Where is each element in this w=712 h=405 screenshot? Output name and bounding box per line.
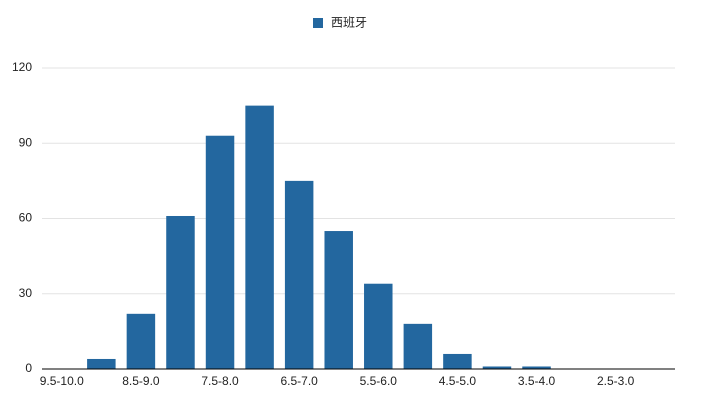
y-tick-label: 30: [19, 286, 33, 300]
x-tick-label: 4.5-5.0: [439, 374, 477, 388]
legend-swatch: [313, 18, 323, 28]
x-tick-label: 6.5-7.0: [280, 374, 318, 388]
legend-label: 西班牙: [331, 16, 367, 30]
x-tick-label: 5.5-6.0: [360, 374, 398, 388]
bar: [205, 135, 235, 369]
x-tick-label: 7.5-8.0: [201, 374, 239, 388]
bar: [87, 358, 116, 369]
bar: [284, 180, 314, 369]
bar: [245, 105, 274, 369]
bar: [443, 353, 472, 369]
bar: [166, 215, 195, 369]
bar: [364, 283, 393, 369]
x-tick-label: 2.5-3.0: [597, 374, 635, 388]
y-tick-label: 0: [25, 361, 32, 375]
y-tick-label: 60: [19, 211, 33, 225]
bar: [522, 366, 551, 369]
bar: [126, 313, 156, 369]
x-tick-label: 8.5-9.0: [122, 374, 160, 388]
bar: [482, 366, 512, 369]
y-tick-label: 90: [19, 135, 33, 149]
bar: [403, 323, 433, 369]
y-tick-label: 120: [12, 60, 32, 74]
bar: [324, 231, 353, 369]
x-tick-label: 3.5-4.0: [518, 374, 556, 388]
x-tick-label: 9.5-10.0: [40, 374, 84, 388]
